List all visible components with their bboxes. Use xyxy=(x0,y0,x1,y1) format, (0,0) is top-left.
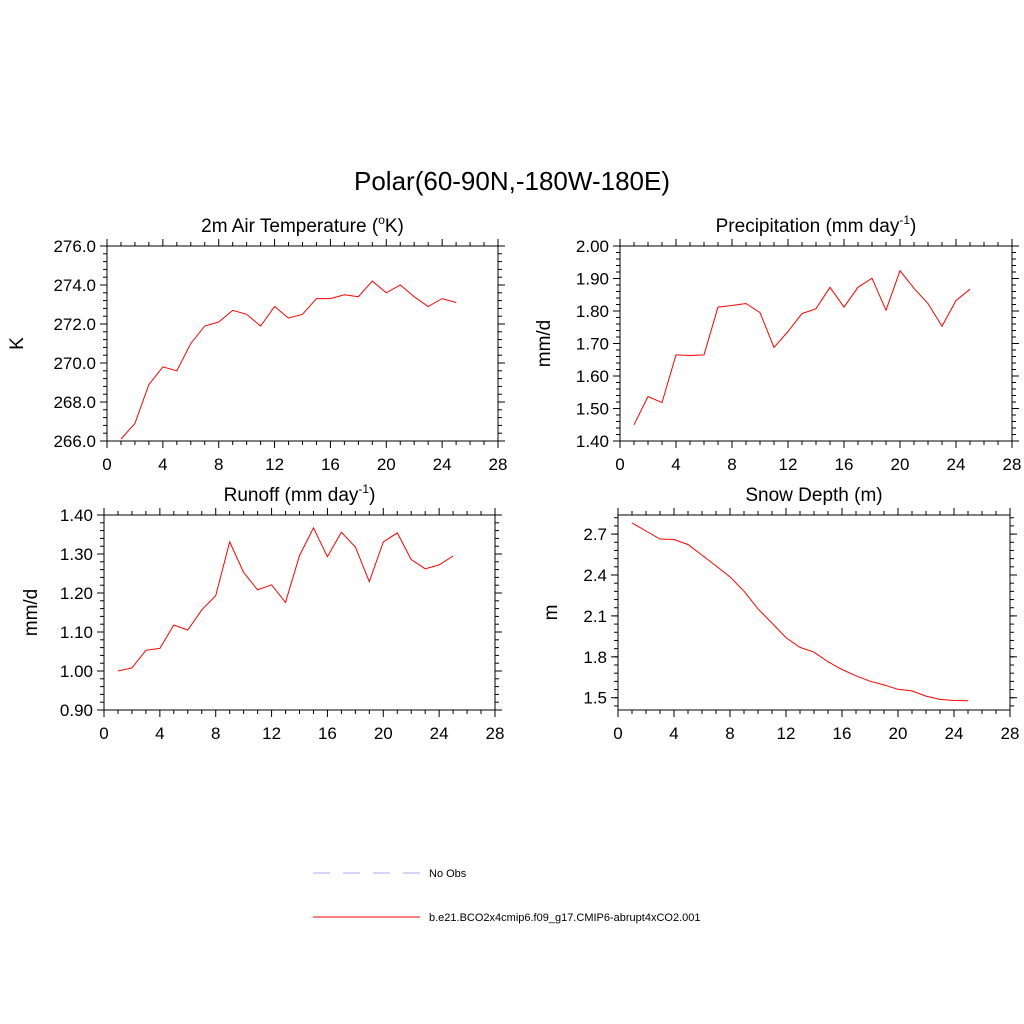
y-tick-label: 2.1 xyxy=(583,607,607,626)
y-tick-label: 2.7 xyxy=(583,525,607,544)
plot-frame-temperature xyxy=(106,245,499,442)
series-line-snow xyxy=(631,522,969,702)
y-tick-label: 1.5 xyxy=(583,689,607,708)
x-tick-label: 24 xyxy=(947,455,966,474)
y-tick-label: 272.0 xyxy=(53,315,96,334)
y-tick-label: 268.0 xyxy=(53,393,96,412)
panel-precipitation: Precipitation (mm day-1) mm/d 0 4 8 12 16 20 24 2… xyxy=(534,213,1021,474)
y-tick-label: 276.0 xyxy=(53,237,96,256)
y-tick-label: 1.40 xyxy=(60,506,93,525)
y-tick-label: 2.4 xyxy=(583,566,607,585)
panel-title-suffix: ) xyxy=(910,216,916,237)
x-tick-label: 12 xyxy=(779,455,798,474)
y-tick-label: 266.0 xyxy=(53,432,96,451)
y-axis-label-snow: m xyxy=(541,605,562,621)
panel-title-precipitation: Precipitation (mm day-1) xyxy=(716,213,917,237)
x-tick-label: 28 xyxy=(1001,724,1020,743)
chart-panels: 2m Air Temperature (oK) K 0 4 8 12 16 20 24 28 266… xyxy=(7,213,1021,743)
panel-title-text: Precipitation (mm day xyxy=(716,216,900,237)
panel-title-superscript: o xyxy=(378,213,385,227)
x-tick-label: 20 xyxy=(374,724,393,743)
x-tick-label: 12 xyxy=(262,724,281,743)
y-tick-label: 1.10 xyxy=(60,623,93,642)
x-tick-label: 8 xyxy=(725,724,734,743)
x-tick-label: 20 xyxy=(889,724,908,743)
y-axis-label-temperature: K xyxy=(7,337,28,350)
panel-runoff: Runoff (mm day-1) mm/d 0 4 8 12 16 20 24 28 0.90 1.… xyxy=(21,482,504,743)
panel-title-superscript: -1 xyxy=(899,213,910,227)
y-tick-label: 1.30 xyxy=(60,545,93,564)
y-tick-label: 1.60 xyxy=(576,367,609,386)
panel-title-temperature: 2m Air Temperature (oK) xyxy=(201,213,404,237)
y-tick-label: 1.20 xyxy=(60,584,93,603)
x-tick-label: 16 xyxy=(318,724,337,743)
panel-title-suffix: K) xyxy=(385,216,404,237)
y-axis-label-runoff: mm/d xyxy=(21,589,42,637)
plot-frame-runoff xyxy=(103,514,496,711)
y-tick-label: 1.90 xyxy=(576,270,609,289)
panel-title-snow: Snow Depth (m) xyxy=(745,485,882,506)
legend-model-label: b.e21.BCO2x4cmip6.f09_g17.CMIP6-abrupt4x… xyxy=(429,912,701,924)
y-axis-label-precipitation: mm/d xyxy=(534,320,555,368)
x-tick-label: 28 xyxy=(489,455,508,474)
panel-title-text: Snow Depth (m) xyxy=(745,485,882,506)
x-tick-label: 0 xyxy=(615,455,624,474)
plot-frame-snow xyxy=(617,514,1011,711)
figure-title: Polar(60-90N,-180W-180E) xyxy=(354,166,670,196)
x-tick-label: 0 xyxy=(99,724,108,743)
legend: No Obs b.e21.BCO2x4cmip6.f09_g17.CMIP6-a… xyxy=(313,868,701,924)
x-tick-label: 12 xyxy=(265,455,284,474)
x-tick-label: 28 xyxy=(486,724,505,743)
panel-snow: Snow Depth (m) m 0 4 8 12 16 20 24 28 1.5 1.8 2.1 2.4… xyxy=(541,485,1019,743)
y-tick-label: 1.50 xyxy=(576,400,609,419)
series-line-runoff xyxy=(117,526,454,672)
x-tick-label: 4 xyxy=(671,455,680,474)
x-tick-label: 24 xyxy=(433,455,452,474)
y-tick-label: 1.70 xyxy=(576,335,609,354)
x-tick-label: 0 xyxy=(613,724,622,743)
panel-title-superscript: -1 xyxy=(358,482,369,496)
x-tick-label: 16 xyxy=(833,724,852,743)
panel-title-suffix: ) xyxy=(369,485,375,506)
x-tick-label: 4 xyxy=(158,455,167,474)
y-tick-label: 1.8 xyxy=(583,648,607,667)
panel-title-text: Runoff (mm day xyxy=(224,485,359,506)
x-tick-label: 4 xyxy=(155,724,164,743)
x-tick-label: 24 xyxy=(430,724,449,743)
x-tick-label: 12 xyxy=(777,724,796,743)
panel-title-runoff: Runoff (mm day-1) xyxy=(224,482,376,506)
x-tick-label: 8 xyxy=(727,455,736,474)
plot-frame-precipitation xyxy=(619,245,1013,442)
x-tick-label: 20 xyxy=(891,455,910,474)
x-tick-label: 16 xyxy=(835,455,854,474)
x-tick-label: 0 xyxy=(102,455,111,474)
y-tick-label: 274.0 xyxy=(53,276,96,295)
y-tick-label: 2.00 xyxy=(576,237,609,256)
y-tick-label: 1.00 xyxy=(60,662,93,681)
x-tick-label: 8 xyxy=(211,724,220,743)
x-tick-label: 24 xyxy=(945,724,964,743)
x-tick-label: 16 xyxy=(321,455,340,474)
panel-temperature: 2m Air Temperature (oK) K 0 4 8 12 16 20 24 28 266… xyxy=(7,213,507,474)
y-tick-label: 270.0 xyxy=(53,354,96,373)
y-tick-label: 1.80 xyxy=(576,302,609,321)
y-tick-label: 0.90 xyxy=(60,701,93,720)
x-tick-label: 28 xyxy=(1003,455,1022,474)
legend-obs-label: No Obs xyxy=(429,868,467,880)
x-tick-label: 20 xyxy=(377,455,396,474)
x-tick-label: 8 xyxy=(214,455,223,474)
x-tick-label: 4 xyxy=(669,724,678,743)
series-line-precipitation xyxy=(633,269,971,426)
y-tick-label: 1.40 xyxy=(576,432,609,451)
series-line-temperature xyxy=(120,280,457,440)
panel-title-text: 2m Air Temperature ( xyxy=(201,216,379,237)
